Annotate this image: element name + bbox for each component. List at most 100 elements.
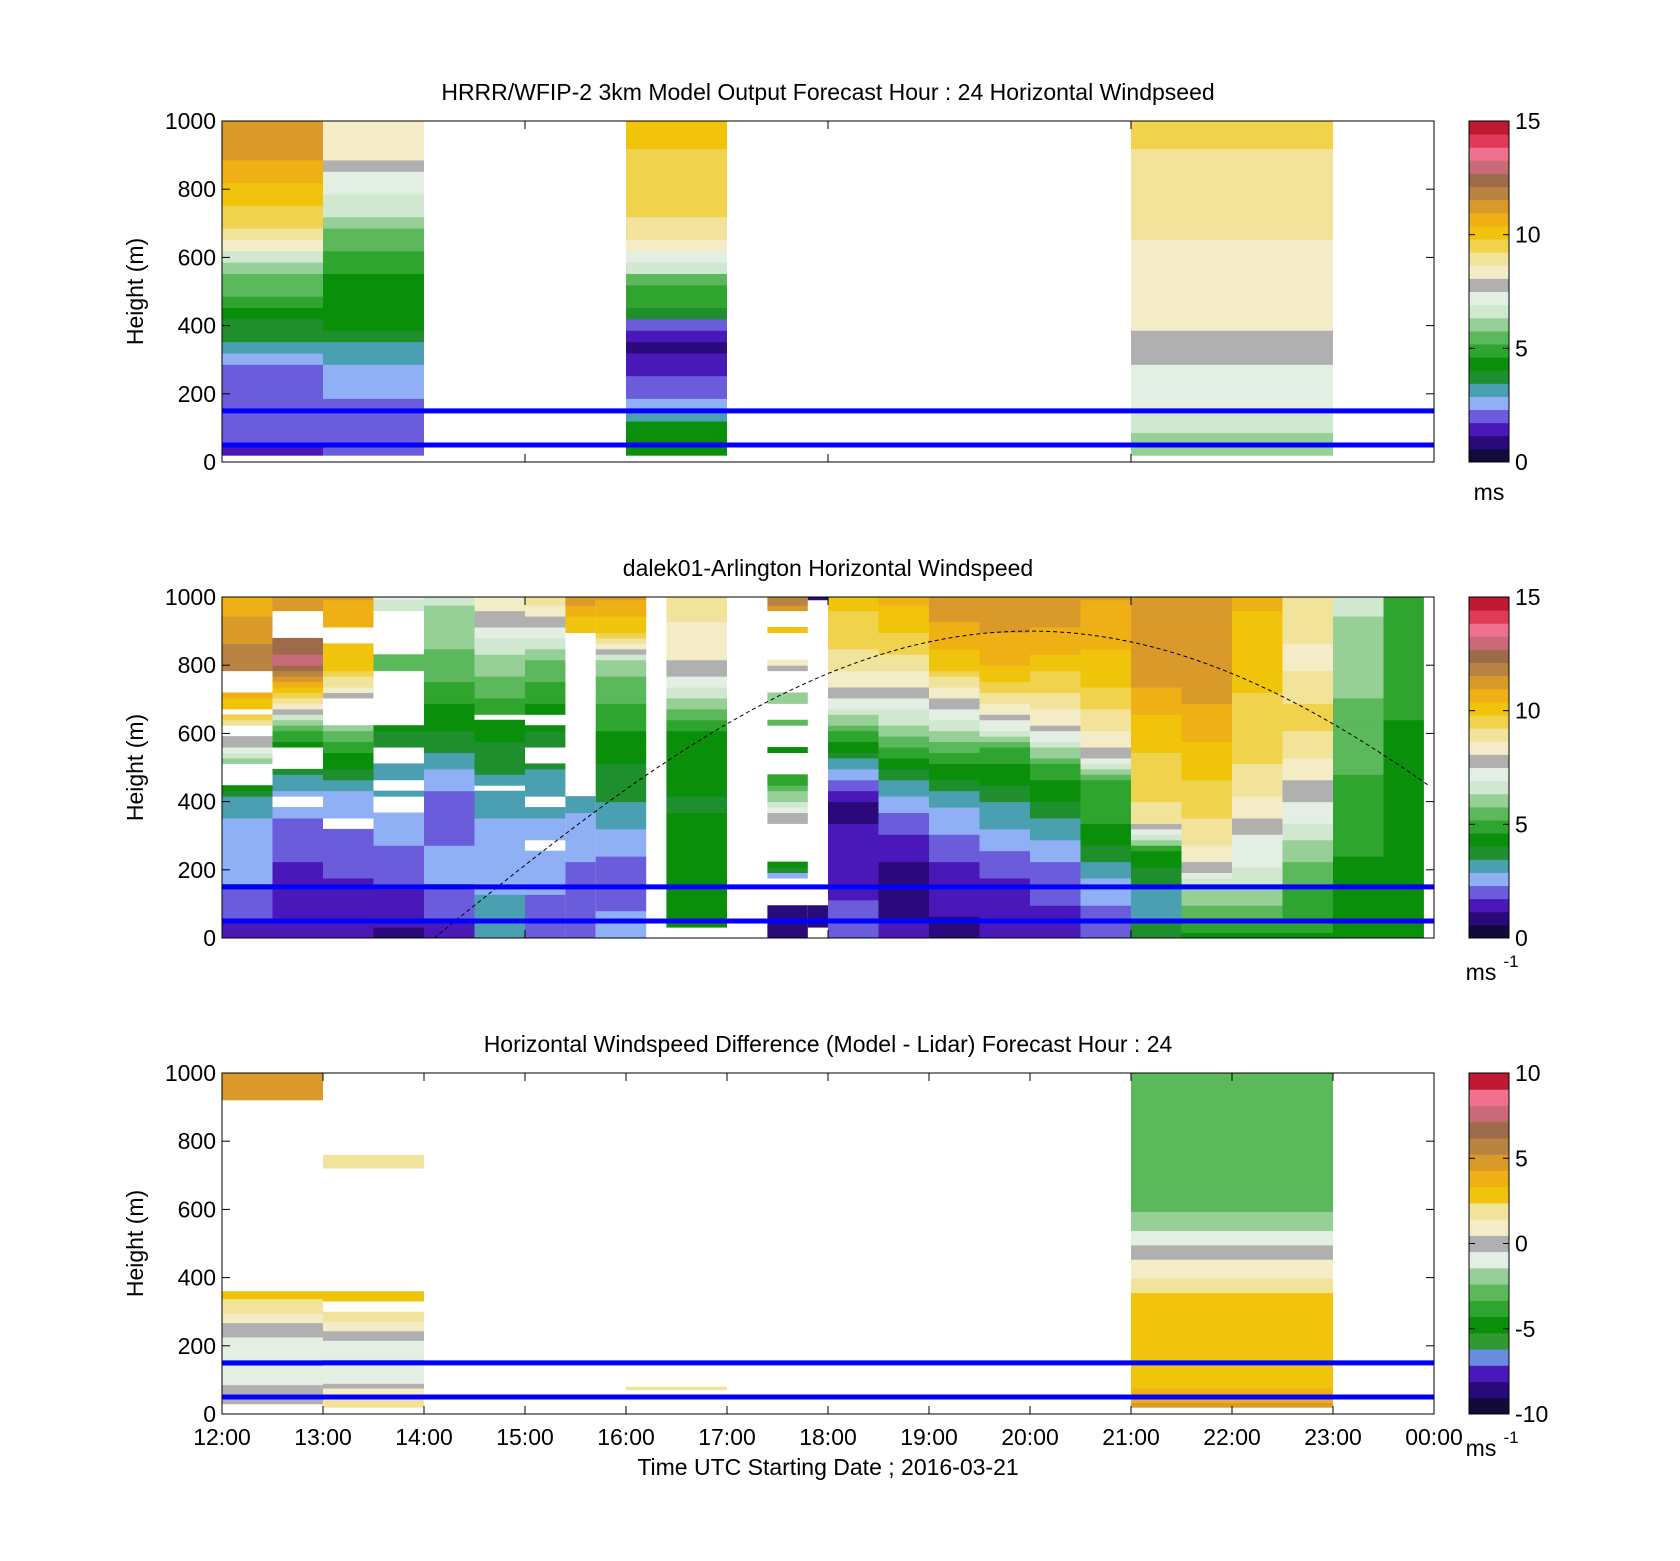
heatmap-cell: [929, 752, 980, 759]
heatmap-cell: [1181, 670, 1232, 677]
heatmap-cell: [666, 861, 727, 868]
heatmap-cell: [828, 736, 879, 743]
heatmap-cell: [1131, 654, 1182, 661]
heatmap-cell: [1131, 273, 1333, 286]
heatmap-cell: [525, 872, 566, 879]
heatmap-cell: [1282, 627, 1333, 633]
heatmap-cell: [1181, 605, 1232, 612]
heatmap-cell: [1181, 932, 1232, 939]
heatmap-cell: [1181, 621, 1232, 628]
heatmap-cell: [767, 910, 808, 917]
colorbar-swatch: [1469, 1397, 1509, 1415]
heatmap-cell: [222, 894, 273, 901]
heatmap-cell: [878, 828, 929, 835]
heatmap-cell: [323, 927, 374, 934]
heatmap-cell: [626, 375, 727, 388]
heatmap-cell: [1131, 1144, 1333, 1150]
heatmap-cell: [929, 632, 980, 639]
heatmap-cell: [666, 817, 727, 824]
heatmap-cell: [1131, 632, 1182, 639]
heatmap-cell: [979, 637, 1030, 644]
heatmap-cell: [323, 330, 424, 343]
heatmap-cell: [1030, 632, 1081, 639]
heatmap-cell: [1282, 774, 1333, 781]
heatmap-cell: [565, 599, 596, 606]
heatmap-cell: [323, 681, 374, 688]
heatmap-cell: [1232, 714, 1283, 721]
heatmap-cell: [1181, 921, 1232, 928]
heatmap-cell: [1282, 807, 1333, 814]
heatmap-cell: [1030, 665, 1081, 672]
heatmap-cell: [1030, 654, 1081, 661]
heatmap-cell: [373, 763, 424, 770]
heatmap-cell: [595, 659, 647, 666]
heatmap-cell: [424, 839, 475, 846]
heatmap-cell: [1333, 730, 1384, 737]
heatmap-cell: [807, 910, 828, 917]
heatmap-cell: [424, 752, 475, 759]
heatmap-cell: [272, 768, 323, 775]
heatmap-cell: [1131, 1273, 1333, 1279]
heatmap-cell: [373, 834, 424, 841]
heatmap-cell: [666, 807, 727, 814]
heatmap-cell: [1282, 610, 1333, 617]
chart-title: Horizontal Windspeed Difference (Model -…: [484, 1031, 1173, 1057]
colorbar-swatch: [1469, 1186, 1509, 1204]
heatmap-cell: [272, 719, 323, 726]
heatmap-cell: [1282, 616, 1333, 623]
heatmap-cell: [979, 856, 1030, 863]
heatmap-cell: [828, 665, 879, 672]
heatmap-cell: [595, 687, 647, 693]
heatmap-cell: [1333, 817, 1384, 824]
heatmap-cell: [1080, 597, 1131, 601]
heatmap-cell: [878, 807, 929, 814]
heatmap-cell: [929, 877, 980, 884]
heatmap-cell: [1080, 659, 1131, 666]
heatmap-cell: [767, 861, 808, 868]
heatmap-cell: [424, 872, 475, 879]
y-tick-label: 800: [178, 652, 216, 678]
heatmap-cell: [595, 654, 647, 661]
heatmap-cell: [878, 610, 929, 617]
heatmap-cell: [1080, 801, 1131, 808]
heatmap-cell: [1080, 877, 1131, 884]
heatmap-cell: [979, 681, 1030, 688]
heatmap-cell: [595, 807, 647, 814]
heatmap-cell: [1333, 779, 1384, 786]
heatmap-cell: [1131, 1263, 1333, 1270]
heatmap-cell: [1030, 817, 1081, 824]
heatmap-cell: [1383, 867, 1424, 874]
heatmap-cell: [1080, 861, 1131, 868]
heatmap-cell: [1030, 697, 1081, 704]
heatmap-cell: [272, 648, 323, 655]
heatmap-cell: [1181, 877, 1232, 884]
heatmap-cell: [979, 867, 1030, 874]
heatmap-cell: [525, 659, 566, 666]
heatmap-cell: [1030, 616, 1081, 623]
colorbar-swatch: [1469, 793, 1509, 808]
heatmap-cell: [272, 654, 323, 661]
colorbar-swatch: [1469, 121, 1509, 135]
heatmap-cell: [1232, 768, 1283, 775]
heatmap-cell: [1030, 932, 1081, 939]
heatmap-cell: [929, 654, 980, 661]
heatmap-cell: [222, 807, 273, 814]
heatmap-cell: [1383, 676, 1424, 683]
heatmap-cell: [424, 834, 475, 841]
heatmap-cell: [929, 714, 980, 721]
heatmap-cell: [666, 725, 727, 732]
heatmap-cell: [979, 703, 1030, 710]
heatmap-cell: [1333, 839, 1384, 846]
heatmap-cell: [222, 719, 273, 726]
heatmap-cell: [1232, 867, 1283, 874]
heatmap-cell: [222, 692, 273, 699]
heatmap-cell: [1131, 714, 1182, 721]
heatmap-cell: [626, 262, 727, 274]
heatmap-cell: [1131, 774, 1182, 781]
heatmap-cell: [666, 605, 727, 612]
heatmap-cell: [272, 845, 323, 852]
heatmap-cell: [323, 1368, 424, 1375]
heatmap-cell: [979, 877, 1030, 884]
heatmap-cell: [222, 409, 323, 422]
heatmap-cell: [1181, 627, 1232, 633]
